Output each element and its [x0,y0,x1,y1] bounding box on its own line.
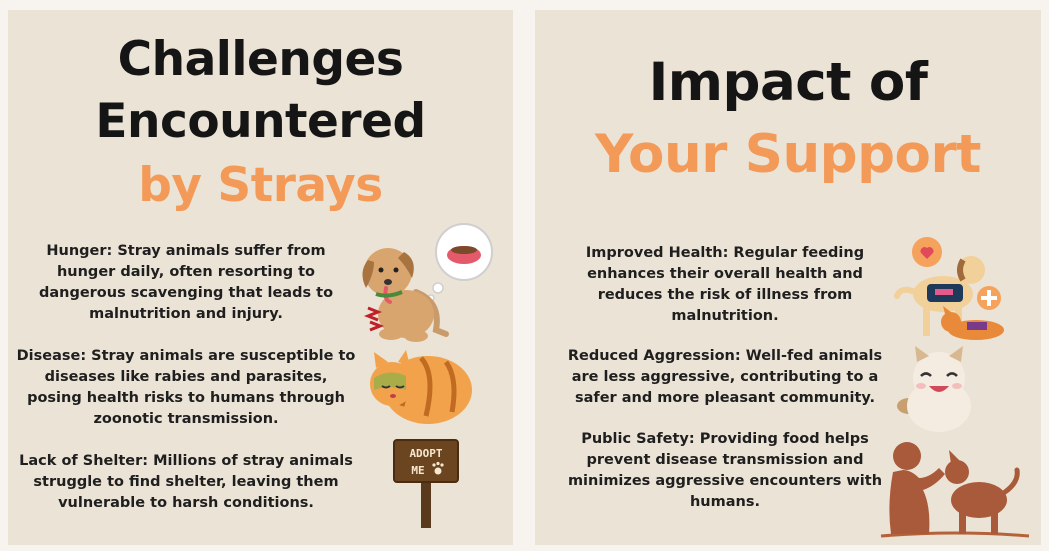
right-title-line1: Impact of [648,52,928,113]
happy-cat-icon [897,346,971,432]
left-title-line2: Encountered [95,94,426,149]
challenges-panel: Challenges Encountered by Strays Hunger:… [8,10,513,545]
adopt-sign-line2: ME [411,464,424,477]
adopt-me-sign-icon: ADOPT ME [393,439,459,528]
paw-icon [432,461,444,475]
left-title-line1: Challenges [117,32,404,87]
improved-health-item: Improved Health: Regular feeding enhance… [585,245,865,324]
disease-item: Disease: Stray animals are susceptible t… [16,348,356,427]
adopt-sign-line1: ADOPT [409,447,442,460]
hungry-dog-icon [362,223,493,342]
reduced-aggression-item: Reduced Aggression: Well-fed animals are… [567,348,883,406]
left-title-line3: by Strays [138,158,383,213]
service-dogs-health-icon [894,237,1004,340]
sick-cat-icon [370,350,472,424]
impact-panel: Impact of Your Support Improved Health: … [535,10,1041,545]
public-safety-item: Public Safety: Providing food helps prev… [567,431,883,510]
right-title-line2: Your Support [595,124,981,185]
person-with-dog-icon [880,442,1030,538]
hunger-item: Hunger: Stray animals suffer from hunger… [38,243,334,322]
shelter-item: Lack of Shelter: Millions of stray anima… [19,453,353,511]
